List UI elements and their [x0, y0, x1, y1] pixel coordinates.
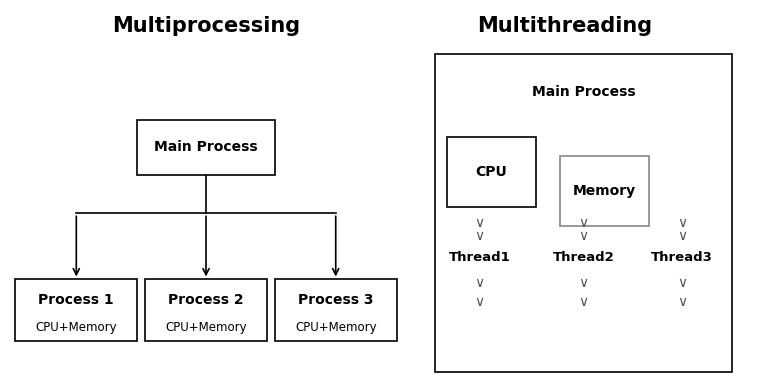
Text: Process 3: Process 3	[298, 293, 373, 307]
FancyBboxPatch shape	[15, 279, 137, 341]
Text: ∨: ∨	[677, 276, 687, 290]
Text: ∨: ∨	[578, 296, 589, 310]
Text: ∨: ∨	[578, 216, 589, 230]
Text: Main Process: Main Process	[154, 140, 258, 154]
Text: Thread3: Thread3	[651, 251, 713, 265]
Text: Memory: Memory	[573, 184, 636, 198]
Text: CPU: CPU	[475, 165, 507, 179]
Text: Process 2: Process 2	[168, 293, 244, 307]
Text: Process 1: Process 1	[38, 293, 114, 307]
Text: ∨: ∨	[578, 229, 589, 242]
Text: Multiprocessing: Multiprocessing	[112, 16, 300, 36]
Text: CPU+Memory: CPU+Memory	[166, 321, 246, 334]
Text: Thread1: Thread1	[449, 251, 510, 265]
Text: ∨: ∨	[475, 276, 485, 290]
Text: ∨: ∨	[475, 216, 485, 230]
Text: ∨: ∨	[475, 296, 485, 310]
Text: ∨: ∨	[677, 229, 687, 242]
Text: CPU+Memory: CPU+Memory	[36, 321, 117, 334]
Text: ∨: ∨	[475, 229, 485, 242]
FancyBboxPatch shape	[137, 120, 275, 175]
Text: ∨: ∨	[677, 216, 687, 230]
Text: ∨: ∨	[578, 276, 589, 290]
Text: Multithreading: Multithreading	[477, 16, 652, 36]
FancyBboxPatch shape	[560, 156, 649, 226]
FancyBboxPatch shape	[145, 279, 267, 341]
Text: CPU+Memory: CPU+Memory	[295, 321, 376, 334]
FancyBboxPatch shape	[435, 54, 732, 372]
Text: Thread2: Thread2	[553, 251, 614, 265]
Text: Main Process: Main Process	[532, 85, 636, 99]
FancyBboxPatch shape	[275, 279, 397, 341]
Text: ∨: ∨	[677, 296, 687, 310]
FancyBboxPatch shape	[447, 137, 536, 207]
